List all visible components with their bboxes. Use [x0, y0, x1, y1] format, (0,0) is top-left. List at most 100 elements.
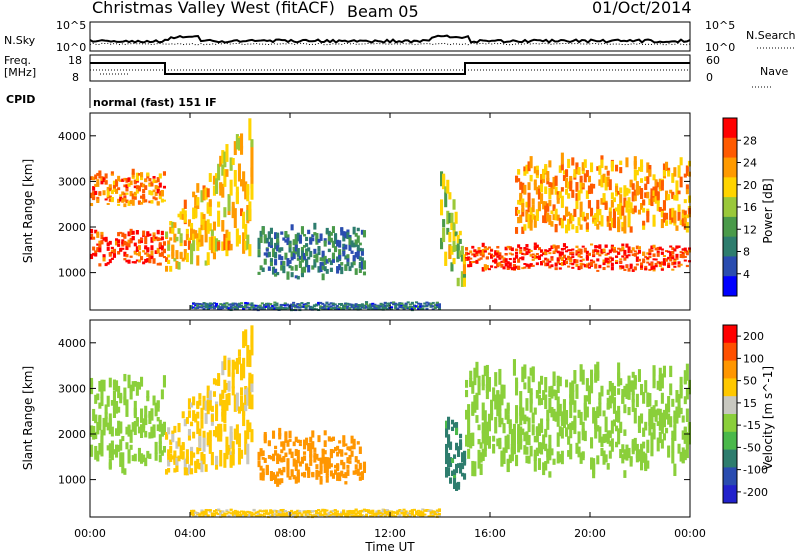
data-cell — [369, 304, 373, 307]
data-cell — [90, 202, 94, 207]
data-cell — [279, 307, 283, 310]
data-cell — [590, 243, 594, 246]
data-cell — [610, 218, 614, 228]
data-cell — [533, 179, 537, 185]
data-cell — [269, 455, 273, 460]
data-cell — [340, 262, 344, 266]
data-cell — [233, 511, 237, 514]
data-cell — [280, 478, 284, 484]
data-cell — [246, 387, 250, 398]
data-cell — [604, 433, 608, 443]
data-cell — [546, 250, 550, 253]
data-cell — [104, 412, 108, 419]
data-cell — [102, 256, 106, 262]
data-cell — [283, 512, 287, 515]
data-cell — [648, 263, 652, 266]
data-cell — [217, 513, 221, 516]
data-cell — [504, 246, 508, 251]
data-cell — [333, 246, 338, 253]
data-cell — [442, 219, 446, 228]
data-cell — [637, 249, 641, 254]
data-cell — [360, 514, 364, 517]
data-cell — [319, 301, 323, 304]
data-cell — [423, 513, 427, 516]
data-cell — [265, 510, 269, 513]
data-cell — [581, 258, 585, 261]
data-cell — [621, 255, 625, 258]
data-cell — [313, 254, 317, 259]
data-cell — [510, 447, 514, 457]
data-cell — [527, 385, 531, 394]
data-cell — [200, 224, 204, 231]
data-cell — [646, 460, 650, 469]
data-cell — [315, 469, 319, 478]
data-cell — [429, 512, 433, 515]
data-cell — [683, 247, 687, 251]
data-cell — [523, 445, 527, 455]
data-cell — [592, 249, 596, 254]
data-cell — [562, 175, 566, 182]
data-cell — [506, 261, 510, 265]
data-cell — [633, 377, 637, 390]
data-cell — [237, 349, 241, 357]
data-cell — [485, 421, 489, 438]
data-cell — [231, 359, 235, 378]
data-cell — [544, 443, 548, 452]
data-cell — [637, 258, 641, 262]
data-cell — [437, 307, 441, 310]
data-cell — [560, 251, 564, 256]
data-cell — [408, 512, 412, 515]
data-cell — [617, 190, 621, 195]
data-cell — [286, 234, 290, 241]
data-cell — [133, 400, 137, 416]
data-cell — [631, 371, 635, 378]
data-cell — [455, 482, 459, 491]
data-cell — [162, 171, 166, 176]
data-cell — [585, 250, 589, 255]
data-cell — [342, 513, 346, 516]
data-cell — [519, 181, 523, 190]
data-cell — [329, 514, 333, 517]
data-cell — [400, 305, 404, 308]
data-cell — [457, 446, 461, 457]
data-cell — [560, 256, 564, 261]
data-cell — [96, 421, 100, 435]
data-cell — [158, 237, 162, 241]
data-cell — [369, 515, 373, 518]
data-cell — [533, 215, 537, 228]
data-cell — [449, 457, 453, 462]
data-cell — [127, 243, 131, 248]
data-cell — [465, 251, 469, 256]
data-cell — [567, 249, 571, 252]
data-cell — [400, 302, 404, 305]
data-cell — [175, 441, 179, 449]
data-cell — [667, 262, 671, 265]
data-cell — [276, 238, 280, 243]
data-cell — [123, 234, 127, 239]
data-cell — [258, 308, 262, 311]
data-cell — [181, 442, 185, 450]
data-cell — [646, 439, 650, 453]
data-cell — [179, 233, 183, 237]
data-cell — [274, 474, 278, 478]
data-cell — [681, 254, 685, 259]
data-cell — [383, 515, 387, 518]
data-cell — [673, 265, 677, 268]
data-cell — [408, 303, 412, 306]
data-cell — [369, 305, 373, 308]
data-cell — [269, 303, 273, 306]
data-cell — [286, 440, 290, 447]
data-cell — [344, 452, 348, 456]
data-cell — [471, 261, 475, 264]
data-cell — [604, 454, 608, 463]
data-cell — [275, 510, 279, 513]
data-cell — [127, 374, 131, 389]
data-cell — [331, 304, 335, 307]
data-cell — [231, 157, 235, 166]
data-cell — [483, 267, 487, 271]
data-cell — [227, 392, 231, 406]
data-cell — [212, 185, 216, 196]
data-cell — [579, 255, 583, 259]
data-cell — [306, 511, 310, 514]
data-cell — [240, 395, 244, 412]
